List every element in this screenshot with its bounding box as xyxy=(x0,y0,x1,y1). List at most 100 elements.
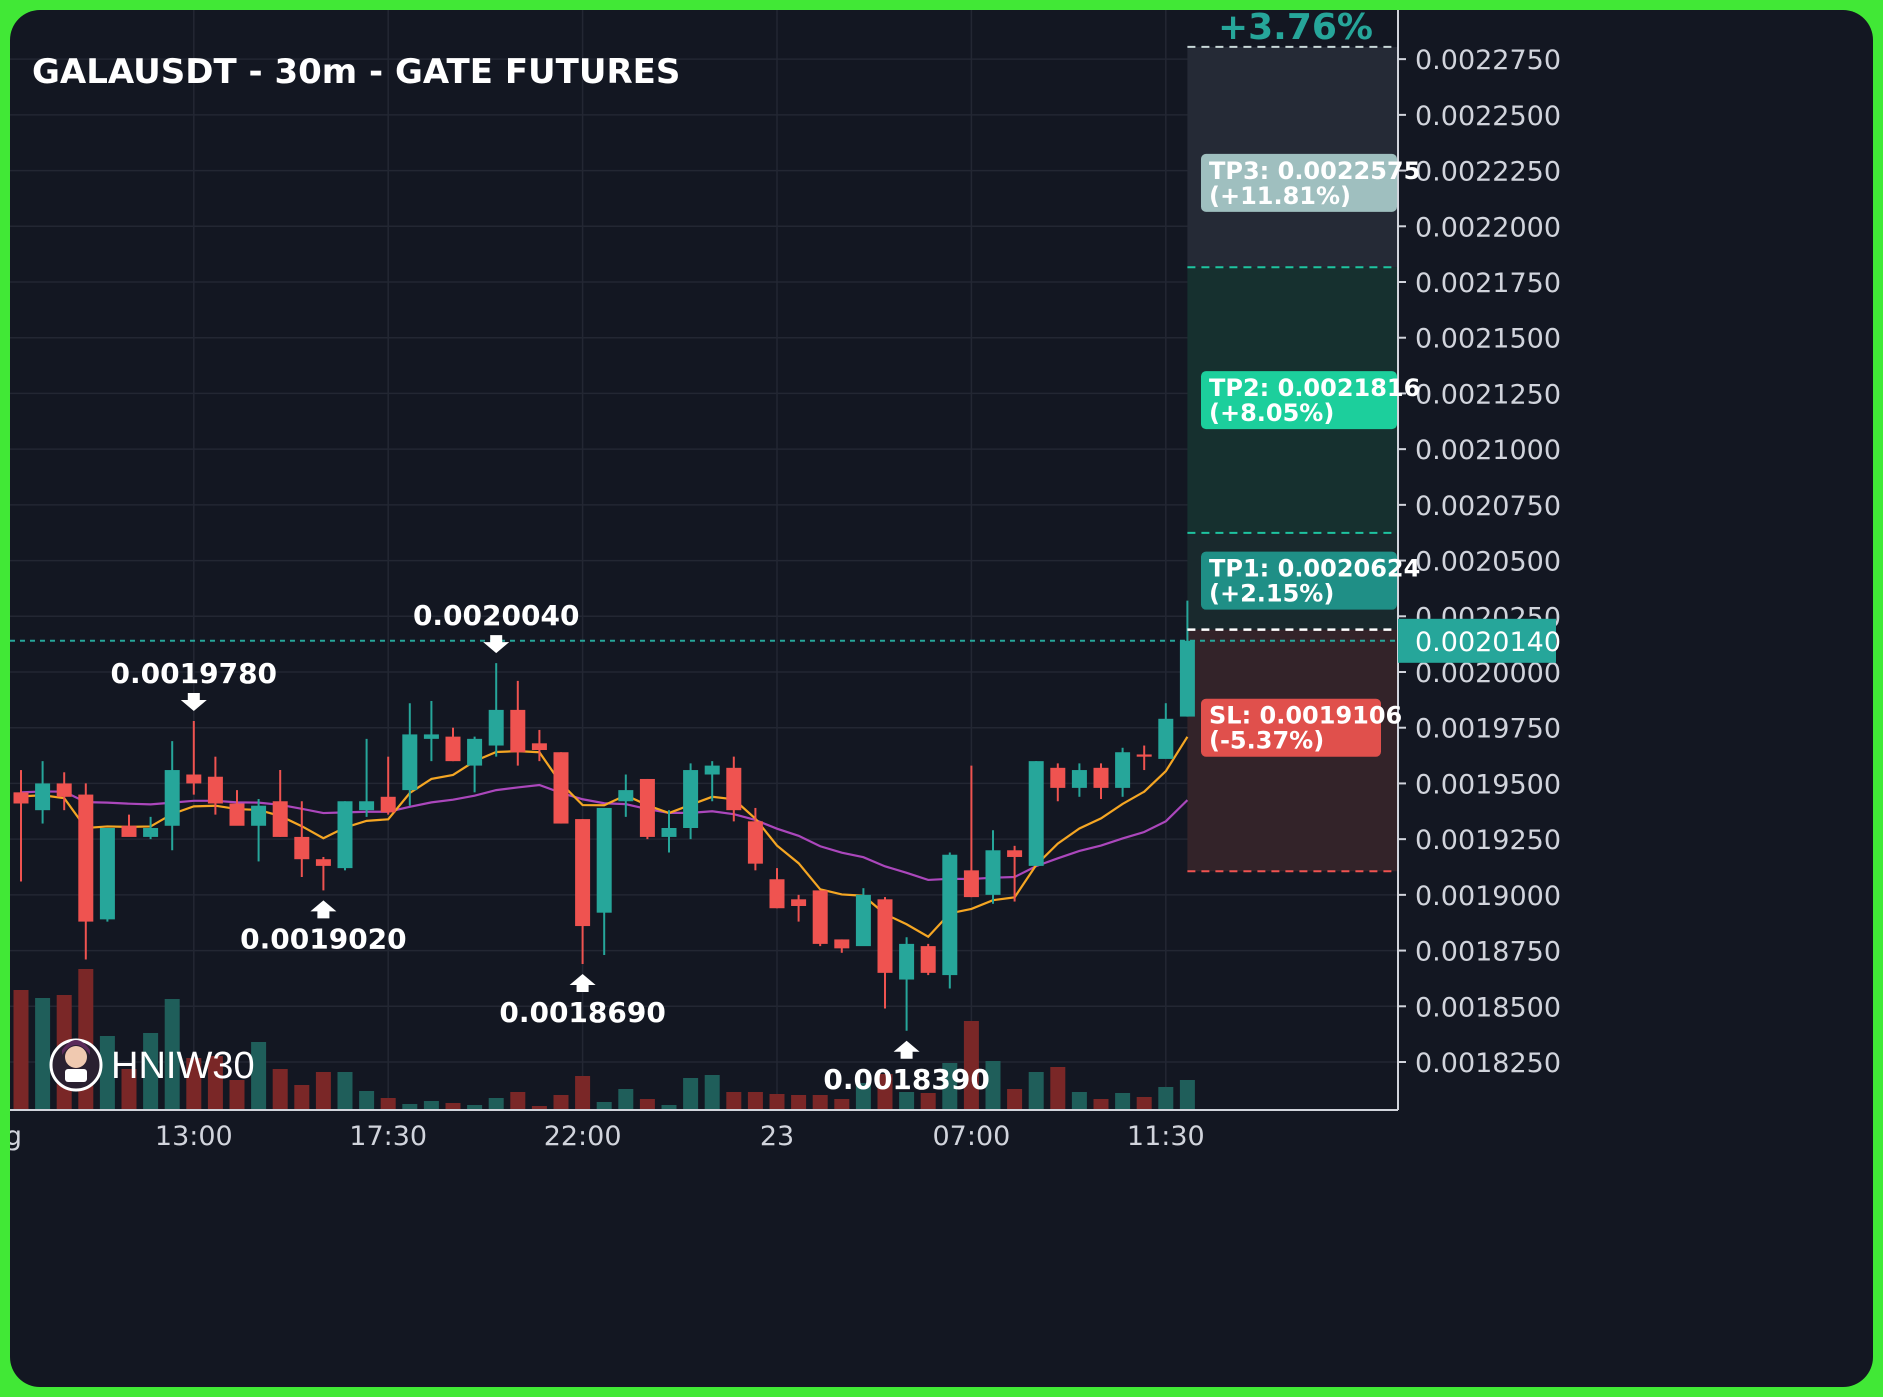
volume-bar xyxy=(877,1074,893,1110)
time-tick-label: 22:00 xyxy=(544,1121,622,1152)
volume-bar xyxy=(1136,1097,1152,1110)
candle xyxy=(467,736,483,793)
price-annotation: 0.0018390 xyxy=(823,1040,990,1096)
candle-body xyxy=(553,752,569,824)
candle-body xyxy=(531,743,547,750)
candle-body xyxy=(920,946,936,973)
candle xyxy=(1136,745,1152,771)
tp1-label: TP1: 0.0020624(+2.15%) xyxy=(1201,551,1420,610)
avatar-icon xyxy=(49,1038,103,1092)
price-annotation: 0.0018690 xyxy=(499,973,666,1029)
candle xyxy=(315,856,331,891)
price-tick-label: 0.0021000 xyxy=(1415,435,1561,466)
volume-bar xyxy=(164,999,180,1110)
volume-bar xyxy=(747,1092,763,1110)
candle-body xyxy=(639,778,655,837)
candle-body xyxy=(791,899,807,906)
candle xyxy=(1158,703,1174,759)
candle xyxy=(488,663,504,757)
tp2-label: TP2: 0.0021816(+8.05%) xyxy=(1201,371,1420,430)
price-tick-label: 0.0018500 xyxy=(1415,992,1561,1023)
price-tick-label: 0.0020750 xyxy=(1415,491,1561,522)
sl-label-box xyxy=(1201,698,1381,757)
time-tick-label: 07:00 xyxy=(932,1121,1010,1152)
tp1-label-box xyxy=(1201,551,1397,610)
candle-body xyxy=(747,821,763,864)
time-tick-label: 23 xyxy=(760,1121,794,1152)
candle-body xyxy=(315,859,331,866)
candle-body xyxy=(488,709,504,746)
volume-bar xyxy=(726,1092,742,1110)
volume-bar xyxy=(488,1098,504,1110)
candle-body xyxy=(704,765,720,775)
arrow-up-icon xyxy=(893,1040,920,1059)
candle-body xyxy=(13,792,29,804)
volume-bar xyxy=(1115,1093,1131,1110)
chart-frame: 0.0019780 0.0020040 0.0019020 0.0018690 0.00… xyxy=(10,10,1873,1387)
volume-bar xyxy=(337,1072,353,1110)
candle xyxy=(272,770,288,837)
volume-bar xyxy=(294,1085,310,1110)
volume-bar xyxy=(13,990,29,1110)
annotation-label: 0.0019020 xyxy=(240,922,407,955)
volume-bar xyxy=(423,1101,439,1110)
arrow-up-icon xyxy=(569,973,596,992)
candle xyxy=(229,790,245,826)
candle xyxy=(661,810,677,853)
candle xyxy=(445,727,461,762)
candle-body xyxy=(1158,718,1174,759)
candle xyxy=(596,807,612,956)
candle-body xyxy=(207,776,223,804)
candle-body xyxy=(661,828,677,837)
tp1-label-price: TP1: 0.0020624 xyxy=(1209,555,1420,583)
price-tick-label: 0.0020500 xyxy=(1415,547,1561,578)
candlesticks xyxy=(13,600,1195,1031)
tp2-label-percent: (+8.05%) xyxy=(1209,399,1334,427)
volume-bar xyxy=(769,1094,785,1110)
volume-bar xyxy=(380,1098,396,1110)
candle-body xyxy=(596,807,612,913)
volume-bars xyxy=(13,969,1195,1110)
candle-body xyxy=(294,836,310,860)
sl-label-percent: (-5.37%) xyxy=(1209,727,1324,755)
candle xyxy=(207,756,223,815)
volume-bar xyxy=(834,1099,850,1110)
tp3-label-price: TP3: 0.0022575 xyxy=(1209,157,1420,185)
candle xyxy=(294,801,310,878)
volume-bar xyxy=(920,1093,936,1110)
candle-body xyxy=(229,803,245,826)
candle xyxy=(1007,845,1023,902)
volume-bar xyxy=(575,1076,591,1110)
candle xyxy=(942,852,958,989)
volume-bar xyxy=(639,1099,655,1110)
candle-body xyxy=(337,801,353,869)
price-tick-label: 0.0022250 xyxy=(1415,157,1561,188)
price-tick-label: 0.0021250 xyxy=(1415,379,1561,410)
candle xyxy=(402,703,418,806)
candle-body xyxy=(402,734,418,791)
candle-body xyxy=(380,796,396,813)
candle-body xyxy=(1071,770,1087,788)
candle xyxy=(834,939,850,953)
candle-body xyxy=(899,943,915,980)
level-lines xyxy=(10,45,1555,873)
time-tick-label: 13:00 xyxy=(155,1121,233,1152)
progress-percent-label: +3.76% xyxy=(1218,10,1373,48)
volume-bar xyxy=(618,1089,634,1110)
candle xyxy=(1115,747,1131,797)
arrow-down-icon xyxy=(180,693,207,712)
arrow-up-icon xyxy=(310,900,337,919)
candle xyxy=(143,816,159,840)
volume-bar xyxy=(1093,1099,1109,1110)
arrow-down-icon xyxy=(483,635,510,654)
price-tick-label: 0.0020000 xyxy=(1415,658,1561,689)
tp3-label: TP3: 0.0022575(+11.81%) xyxy=(1201,153,1420,212)
candle-body xyxy=(855,894,871,947)
candle xyxy=(1028,761,1044,866)
annotation-label: 0.0019780 xyxy=(111,657,278,690)
volume-bar xyxy=(855,1083,871,1110)
volume-bar xyxy=(251,1042,267,1110)
current-price-badge xyxy=(1398,618,1556,663)
volume-bar xyxy=(1179,1080,1195,1110)
price-chart[interactable]: 0.0019780 0.0020040 0.0019020 0.0018690 0.00… xyxy=(10,10,1873,1387)
